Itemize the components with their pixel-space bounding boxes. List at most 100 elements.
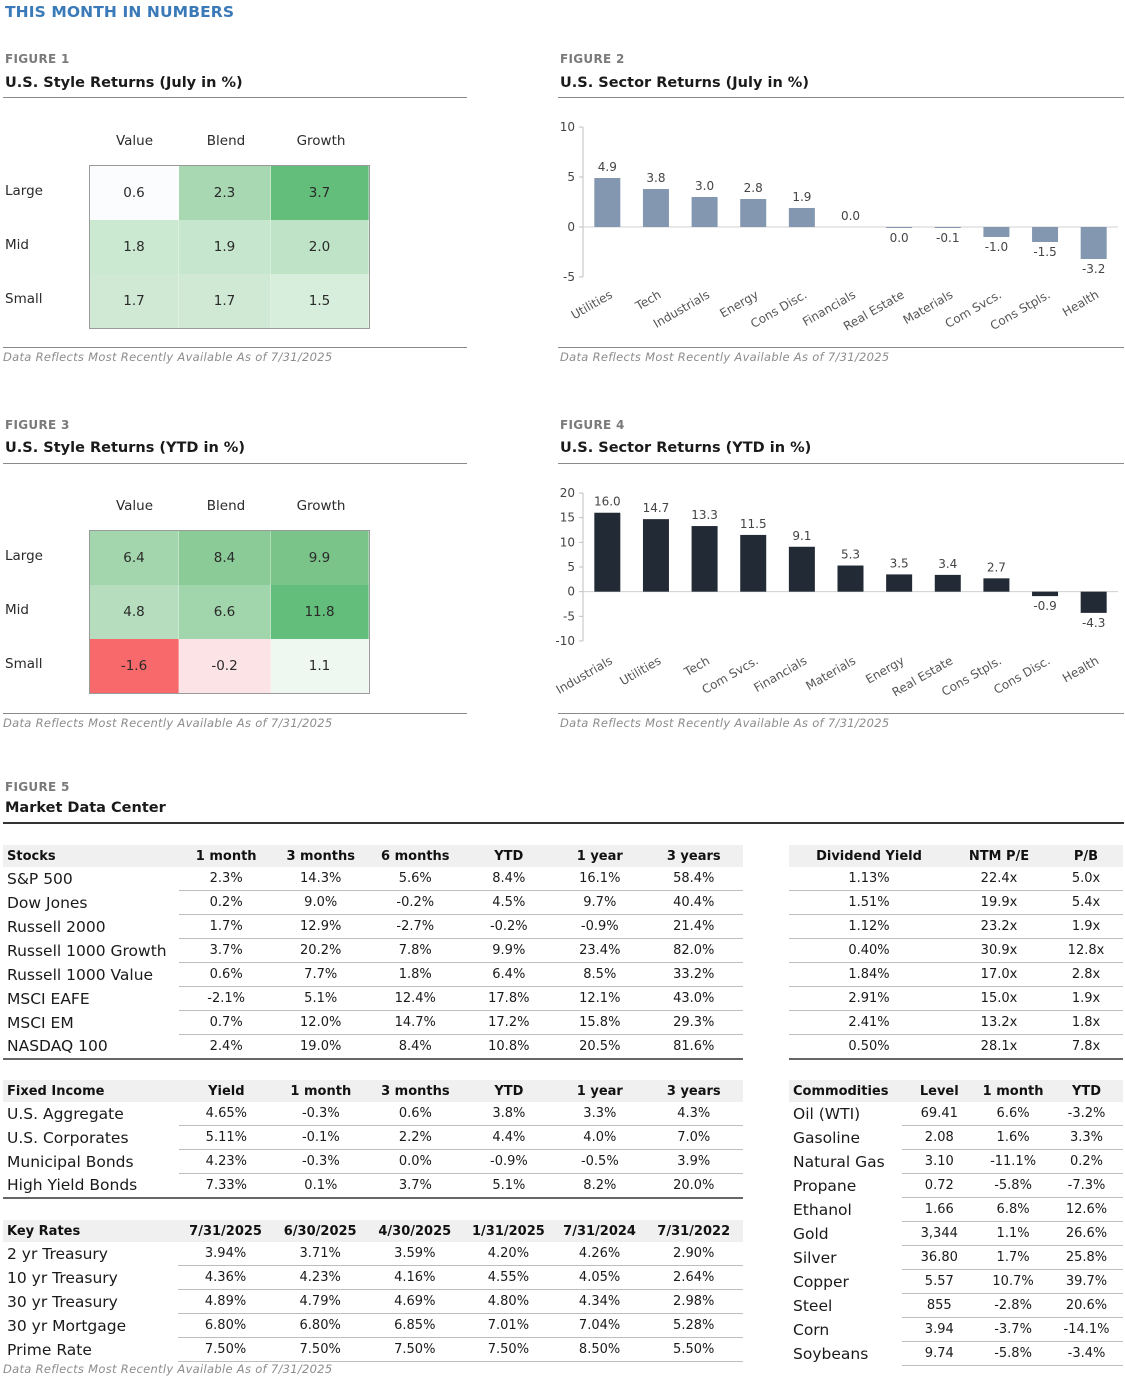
table-cell: 1.9x bbox=[1049, 986, 1123, 1011]
table-cell: 3.3% bbox=[1050, 1125, 1123, 1150]
style-cell-mid-growth: 2.0 bbox=[271, 220, 369, 274]
table-cell: 1.12% bbox=[789, 914, 949, 939]
stocks-col-6-months: 6 months bbox=[367, 845, 463, 867]
style-col-value: Value bbox=[115, 498, 154, 514]
table-cell: 2.41% bbox=[789, 1010, 949, 1035]
row-name: U.S. Corporates bbox=[7, 1128, 129, 1147]
data-label-utilities: 4.9 bbox=[598, 160, 617, 174]
table-row: Russell 2000 1.7% 12.9% -2.7% -0.2% -0.9% 21.4… bbox=[3, 914, 743, 939]
sector-returns-ytd-chart: -10 -5 0 5 10 15 20 16.0 Industrials 14.7 Utilitie… bbox=[554, 486, 1118, 699]
table-cell: -0.2% bbox=[462, 914, 556, 939]
table-cell: -5.8% bbox=[976, 1341, 1051, 1366]
table-cell: 15.8% bbox=[555, 1010, 645, 1035]
table-cell: 15.0x bbox=[949, 986, 1049, 1011]
table-cell: 2.91% bbox=[789, 986, 949, 1011]
category-label-tech: Tech bbox=[632, 287, 663, 313]
table-cell: 4.26% bbox=[554, 1242, 645, 1266]
table-cell: 17.0x bbox=[949, 962, 1049, 987]
stocks-col-1-month: 1 month bbox=[178, 845, 274, 867]
row-name: MSCI EM bbox=[7, 1013, 74, 1032]
table-cell: 1.51% bbox=[789, 890, 949, 915]
table-cell: 6.4% bbox=[462, 962, 556, 987]
table-cell: -0.5% bbox=[555, 1149, 645, 1174]
style-cell-mid-growth: 11.8 bbox=[271, 585, 369, 639]
table-cell: 1.6% bbox=[976, 1125, 1051, 1150]
table-cell: 28.1x bbox=[949, 1034, 1049, 1060]
table-cell: 43.0% bbox=[644, 986, 743, 1011]
table-row: 0.40% 30.9x 12.8x bbox=[789, 938, 1123, 963]
y-tick-label: 15 bbox=[560, 511, 575, 525]
table-cell: 17.2% bbox=[462, 1010, 556, 1035]
category-label-utilities: Utilities bbox=[617, 653, 663, 688]
key_rates-header-row: Key Rates 7/31/2025 6/30/2025 4/30/2025 1/31… bbox=[3, 1220, 743, 1242]
table-cell: 12.4% bbox=[367, 986, 463, 1011]
table-cell: 1.1% bbox=[976, 1221, 1051, 1246]
table-cell: -0.3% bbox=[273, 1149, 369, 1174]
style-cell-small-blend: 1.7 bbox=[179, 274, 271, 328]
table-row: 2 yr Treasury 3.94% 3.71% 3.59% 4.20% 4.26% 2.… bbox=[3, 1242, 743, 1266]
table-cell: 1.7% bbox=[976, 1245, 1051, 1270]
y-tick-label: 10 bbox=[560, 535, 575, 549]
table-cell: 1.66 bbox=[902, 1197, 977, 1222]
style-cell-small-value: 1.7 bbox=[90, 274, 179, 328]
table-cell: 1.13% bbox=[789, 867, 949, 891]
figure-3-bottom-rule bbox=[3, 713, 467, 714]
table-cell: 22.4x bbox=[949, 867, 1049, 891]
data-label-com-svcs: -1.0 bbox=[985, 240, 1008, 254]
key_rates-col-key-rates: Key Rates bbox=[3, 1220, 179, 1242]
style-col-growth: Growth bbox=[296, 498, 346, 514]
table-cell: 7.50% bbox=[178, 1337, 273, 1362]
data-label-real-estate: 0.0 bbox=[890, 231, 909, 245]
table-cell: 3.7% bbox=[368, 1173, 463, 1199]
commodities-table: Commodities Level 1 month YTD Oil (WTI) 69.41… bbox=[789, 1080, 1123, 1366]
bar-utilities bbox=[642, 519, 669, 592]
data-label-utilities: 14.7 bbox=[643, 501, 670, 515]
table-cell: 69.41 bbox=[902, 1102, 977, 1126]
table-cell: 7.50% bbox=[367, 1337, 463, 1362]
data-label-industrials: 16.0 bbox=[594, 495, 621, 509]
figure-5-note: Data Reflects Most Recently Available As… bbox=[3, 1362, 333, 1376]
table-row: 1.12% 23.2x 1.9x bbox=[789, 914, 1123, 939]
style-col-blend: Blend bbox=[206, 133, 246, 149]
table-row: Silver 36.80 1.7% 25.8% bbox=[789, 1245, 1123, 1270]
table-row: Corn 3.94 -3.7% -14.1% bbox=[789, 1317, 1123, 1342]
data-label-financials: 9.1 bbox=[792, 529, 811, 543]
table-cell: 26.6% bbox=[1050, 1221, 1123, 1246]
figure-1-title: U.S. Style Returns (July in %) bbox=[5, 75, 243, 91]
row-name: Propane bbox=[793, 1176, 857, 1195]
table-cell: 10.7% bbox=[976, 1269, 1051, 1294]
table-cell: 2.8x bbox=[1049, 962, 1123, 987]
style-row-mid: Mid bbox=[5, 602, 29, 618]
table-cell: 0.40% bbox=[789, 938, 949, 963]
category-label-utilities: Utilities bbox=[569, 287, 615, 322]
table-cell: 3.94% bbox=[178, 1242, 273, 1266]
row-name: Corn bbox=[793, 1320, 830, 1339]
table-cell: 6.85% bbox=[367, 1313, 463, 1338]
table-cell: 5.4x bbox=[1049, 890, 1123, 915]
commodities-col-commodities: Commodities bbox=[789, 1080, 903, 1102]
style-grid: 6.4 8.4 9.9 4.8 6.6 11.8 -1.6 -0.2 1.1 bbox=[89, 530, 370, 694]
figure-4-title-rule bbox=[558, 463, 1124, 464]
table-row: 1.51% 19.9x 5.4x bbox=[789, 890, 1123, 915]
bar-materials bbox=[837, 565, 864, 592]
table-cell: 58.4% bbox=[644, 867, 743, 891]
fixed-income-table: Fixed Income Yield 1 month 3 months YTD 1 yea… bbox=[3, 1080, 743, 1199]
figure-4-note: Data Reflects Most Recently Available As… bbox=[560, 716, 890, 730]
data-label-tech: 13.3 bbox=[691, 508, 718, 522]
figure-2-title-rule bbox=[558, 97, 1124, 98]
table-cell: -0.9% bbox=[555, 914, 645, 939]
fixed_income-col-3-months: 3 months bbox=[368, 1080, 463, 1102]
figure-3-note: Data Reflects Most Recently Available As… bbox=[3, 716, 333, 730]
table-cell: 3,344 bbox=[902, 1221, 977, 1246]
valuation-col-dividend-yield: Dividend Yield bbox=[789, 845, 949, 867]
data-label-health: -4.3 bbox=[1082, 616, 1105, 630]
table-cell: 1.8% bbox=[367, 962, 463, 987]
table-row: Ethanol 1.66 6.8% 12.6% bbox=[789, 1197, 1123, 1222]
table-cell: -2.7% bbox=[367, 914, 463, 939]
style-cell-small-growth: 1.5 bbox=[271, 274, 369, 328]
commodities-header-row: Commodities Level 1 month YTD bbox=[789, 1080, 1123, 1102]
table-cell: 20.6% bbox=[1050, 1293, 1123, 1318]
table-row: NASDAQ 100 2.4% 19.0% 8.4% 10.8% 20.5% 81.6% bbox=[3, 1034, 743, 1060]
table-cell: 9.9% bbox=[462, 938, 556, 963]
table-row: 1.84% 17.0x 2.8x bbox=[789, 962, 1123, 987]
